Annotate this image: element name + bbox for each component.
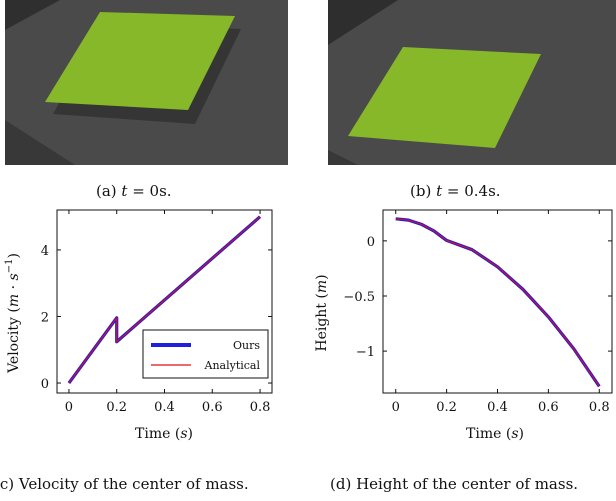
- x-axis-label: Time (s): [135, 426, 193, 442]
- caption-a: (a) t = 0s.: [96, 182, 172, 200]
- x-tick-label: 0: [392, 400, 400, 415]
- render-image-b: [328, 0, 616, 165]
- series-line-analytical: [395, 218, 600, 387]
- x-tick-label: 0: [65, 400, 73, 415]
- x-tick-label: 0.8: [250, 400, 271, 415]
- plate-shape: [45, 12, 235, 110]
- x-tick-label: 0.2: [106, 400, 127, 415]
- height-chart: 0 0.2 0.4 0.6 0.8 0 −0.5 −1 Height (m) Time (s): [314, 209, 613, 442]
- y-axis-label: Velocity (m · s−1): [4, 253, 22, 374]
- caption-b: (b) t = 0.4s.: [410, 182, 501, 200]
- legend-label: Ours: [233, 339, 260, 352]
- y-axis-label: Height (m): [314, 274, 330, 351]
- x-tick-label: 0.2: [436, 400, 457, 415]
- x-axis-label: Time (s): [466, 426, 524, 442]
- plate-shape: [348, 47, 541, 148]
- render-image-a: [5, 0, 288, 165]
- y-tick-label: −1: [356, 345, 375, 360]
- velocity-chart: 0 0.2 0.4 0.6 0.8 0 2 4 Ours Analytical Velocity …: [4, 209, 273, 442]
- series-line-ours: [395, 217, 601, 388]
- legend-box: [142, 329, 269, 379]
- x-tick-label: 0.6: [538, 400, 559, 415]
- y-tick-label: 0: [367, 235, 375, 250]
- series-line-analytical: [68, 216, 261, 384]
- x-tick-label: 0.6: [202, 400, 223, 415]
- caption-d: (d) Height of the center of mass.: [330, 475, 579, 493]
- y-tick-label: 4: [41, 244, 49, 259]
- legend-label: Analytical: [204, 359, 261, 372]
- plot-frame: [382, 209, 613, 394]
- y-tick-label: 2: [41, 310, 49, 325]
- y-tick-label: −0.5: [343, 290, 375, 305]
- x-tick-label: 0.4: [487, 400, 508, 415]
- y-tick-label: 0: [41, 377, 49, 392]
- x-tick-label: 0.4: [154, 400, 175, 415]
- x-tick-label: 0.8: [589, 400, 610, 415]
- caption-c: (c) Velocity of the center of mass.: [0, 475, 249, 493]
